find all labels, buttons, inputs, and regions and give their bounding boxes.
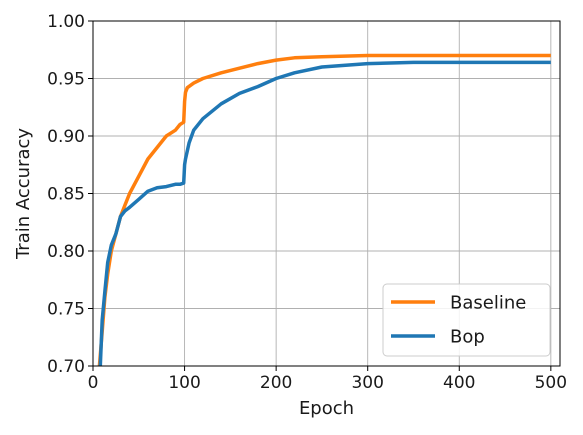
y-tick-label: 0.95 [47,70,85,90]
y-tick-label: 0.85 [47,185,85,205]
y-tick-label: 0.75 [47,300,85,320]
legend-label-baseline: Baseline [450,293,526,314]
x-axis-label: Epoch [299,398,354,419]
x-tick-label: 200 [260,373,292,393]
x-tick-label: 100 [168,373,200,393]
x-tick-label: 300 [351,373,383,393]
legend-label-bop: Bop [450,327,485,348]
y-tick-label: 0.70 [47,357,85,377]
y-axis-label: Train Accuracy [13,128,34,260]
x-tick-label: 400 [443,373,475,393]
x-tick-label: 0 [88,373,99,393]
series-lines [97,53,551,367]
series-line-bop [98,60,551,367]
y-tick-label: 1.00 [47,12,85,32]
y-tick-label: 0.80 [47,242,85,262]
x-tick-label: 500 [535,373,567,393]
axis-ticks: 0 100 200 300 400 500 0.70 0.75 0.80 0.85 0.90 0.95… [47,12,567,393]
legend: Baseline Bop [382,283,551,357]
y-tick-label: 0.90 [47,127,85,147]
